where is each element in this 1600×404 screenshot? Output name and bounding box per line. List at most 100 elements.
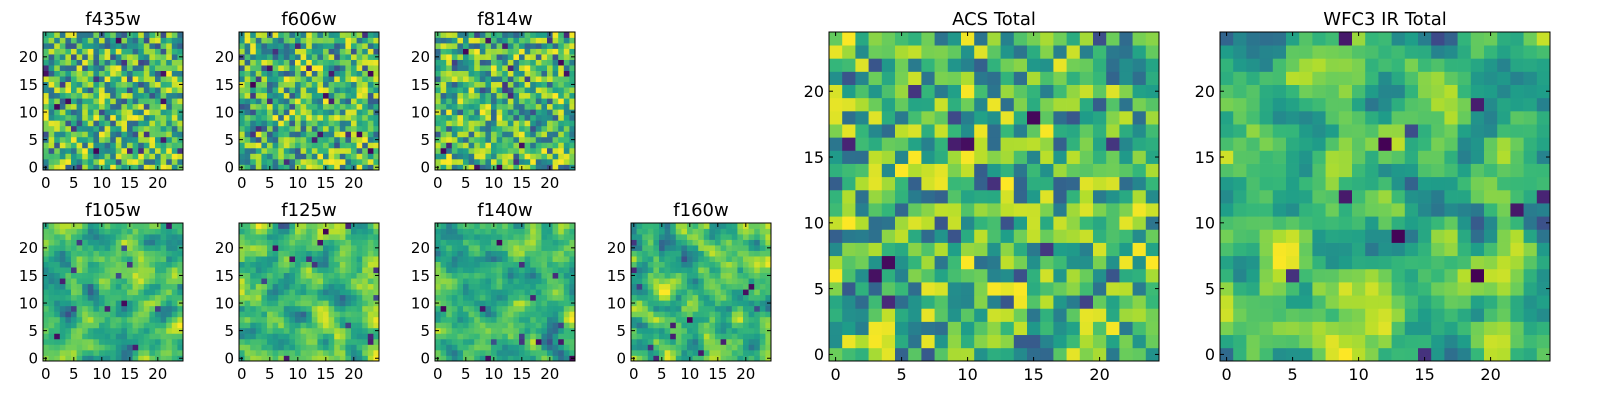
heatmap-cell — [653, 317, 659, 323]
heatmap-cell — [273, 355, 279, 361]
heatmap-cell — [273, 109, 279, 115]
heatmap-cell — [239, 76, 245, 82]
heatmap-cell — [1053, 243, 1067, 257]
heatmap-cell — [161, 267, 167, 273]
heatmap-cell — [441, 240, 447, 246]
heatmap-cell — [88, 49, 94, 55]
heatmap-cell — [637, 333, 643, 339]
x-tick-label: 0 — [629, 365, 639, 383]
heatmap-cell — [340, 295, 346, 301]
heatmap-cell — [502, 120, 508, 126]
heatmap-cell — [485, 54, 491, 60]
heatmap-cell — [121, 251, 127, 257]
heatmap-cell — [127, 120, 133, 126]
heatmap-cell — [116, 284, 122, 290]
heatmap-cell — [637, 344, 643, 350]
heatmap-cell — [709, 240, 715, 246]
heatmap-cell — [569, 38, 575, 44]
heatmap-cell — [273, 344, 279, 350]
heatmap-cell — [54, 328, 60, 334]
heatmap-cell — [177, 71, 183, 77]
heatmap-cell — [345, 71, 351, 77]
heatmap-cell — [541, 54, 547, 60]
heatmap-cell — [323, 153, 329, 159]
heatmap-cell — [670, 262, 676, 268]
heatmap-cell — [351, 273, 357, 279]
heatmap-cell — [469, 32, 475, 38]
heatmap-cell — [665, 328, 671, 334]
heatmap-cell — [88, 273, 94, 279]
heatmap-cell — [441, 131, 447, 137]
heatmap-cell — [480, 322, 486, 328]
heatmap-cell — [105, 278, 111, 284]
heatmap-cell — [312, 229, 318, 235]
heatmap-cell — [519, 267, 525, 273]
heatmap-cell — [166, 87, 172, 93]
heatmap-cell — [648, 322, 654, 328]
heatmap-cell — [704, 306, 710, 312]
heatmap-cell — [368, 49, 374, 55]
heatmap-cell — [469, 267, 475, 273]
heatmap-cell — [329, 38, 335, 44]
heatmap-cell — [704, 344, 710, 350]
heatmap-cell — [295, 300, 301, 306]
heatmap-cell — [1001, 243, 1015, 257]
heatmap-cell — [687, 267, 693, 273]
heatmap-cell — [345, 262, 351, 268]
heatmap-cell — [306, 344, 312, 350]
heatmap-cell — [239, 306, 245, 312]
heatmap-cell — [441, 38, 447, 44]
heatmap-cell — [842, 216, 856, 230]
heatmap-cell — [295, 115, 301, 121]
heatmap-cell — [513, 317, 519, 323]
heatmap-cell — [665, 289, 671, 295]
heatmap-cell — [693, 300, 699, 306]
panel-title: f125w — [281, 200, 336, 221]
heatmap-cell — [306, 229, 312, 235]
heatmap-cell — [77, 32, 83, 38]
heatmap-cell — [77, 322, 83, 328]
heatmap-cell — [133, 333, 139, 339]
heatmap-cell — [88, 333, 94, 339]
heatmap-cell — [441, 355, 447, 361]
heatmap-cell — [530, 60, 536, 66]
heatmap-cell — [99, 251, 105, 257]
heatmap-cell — [99, 76, 105, 82]
heatmap-cell — [564, 284, 570, 290]
heatmap-cell — [121, 339, 127, 345]
heatmap-cell — [116, 234, 122, 240]
heatmap-cell — [491, 333, 497, 339]
heatmap-cell — [446, 120, 452, 126]
heatmap-cell — [1053, 322, 1067, 336]
heatmap-cell — [317, 109, 323, 115]
heatmap-cell — [469, 350, 475, 356]
heatmap-cell — [530, 306, 536, 312]
heatmap-cell — [698, 350, 704, 356]
heatmap-cell — [1001, 295, 1015, 309]
heatmap-cell — [60, 82, 66, 88]
heatmap-cell — [698, 333, 704, 339]
heatmap-cell — [1027, 322, 1041, 336]
heatmap-cell — [760, 300, 766, 306]
heatmap-cell — [362, 32, 368, 38]
heatmap-cell — [536, 289, 542, 295]
heatmap-cell — [340, 115, 346, 121]
heatmap-cell — [743, 328, 749, 334]
heatmap-cell — [642, 339, 648, 345]
heatmap-cell — [693, 251, 699, 257]
heatmap-cell — [373, 317, 379, 323]
heatmap-cell — [508, 355, 514, 361]
heatmap-cell — [525, 229, 531, 235]
heatmap-cell — [121, 32, 127, 38]
heatmap-cell — [345, 65, 351, 71]
heatmap-cell — [732, 300, 738, 306]
heatmap-cell — [323, 65, 329, 71]
heatmap-cell — [177, 60, 183, 66]
heatmap-cell — [340, 339, 346, 345]
heatmap-cell — [245, 54, 251, 60]
heatmap-cell — [463, 284, 469, 290]
heatmap-cell — [882, 348, 896, 362]
heatmap-cell — [869, 203, 883, 217]
heatmap-cell — [77, 159, 83, 165]
heatmap-cell — [273, 82, 279, 88]
